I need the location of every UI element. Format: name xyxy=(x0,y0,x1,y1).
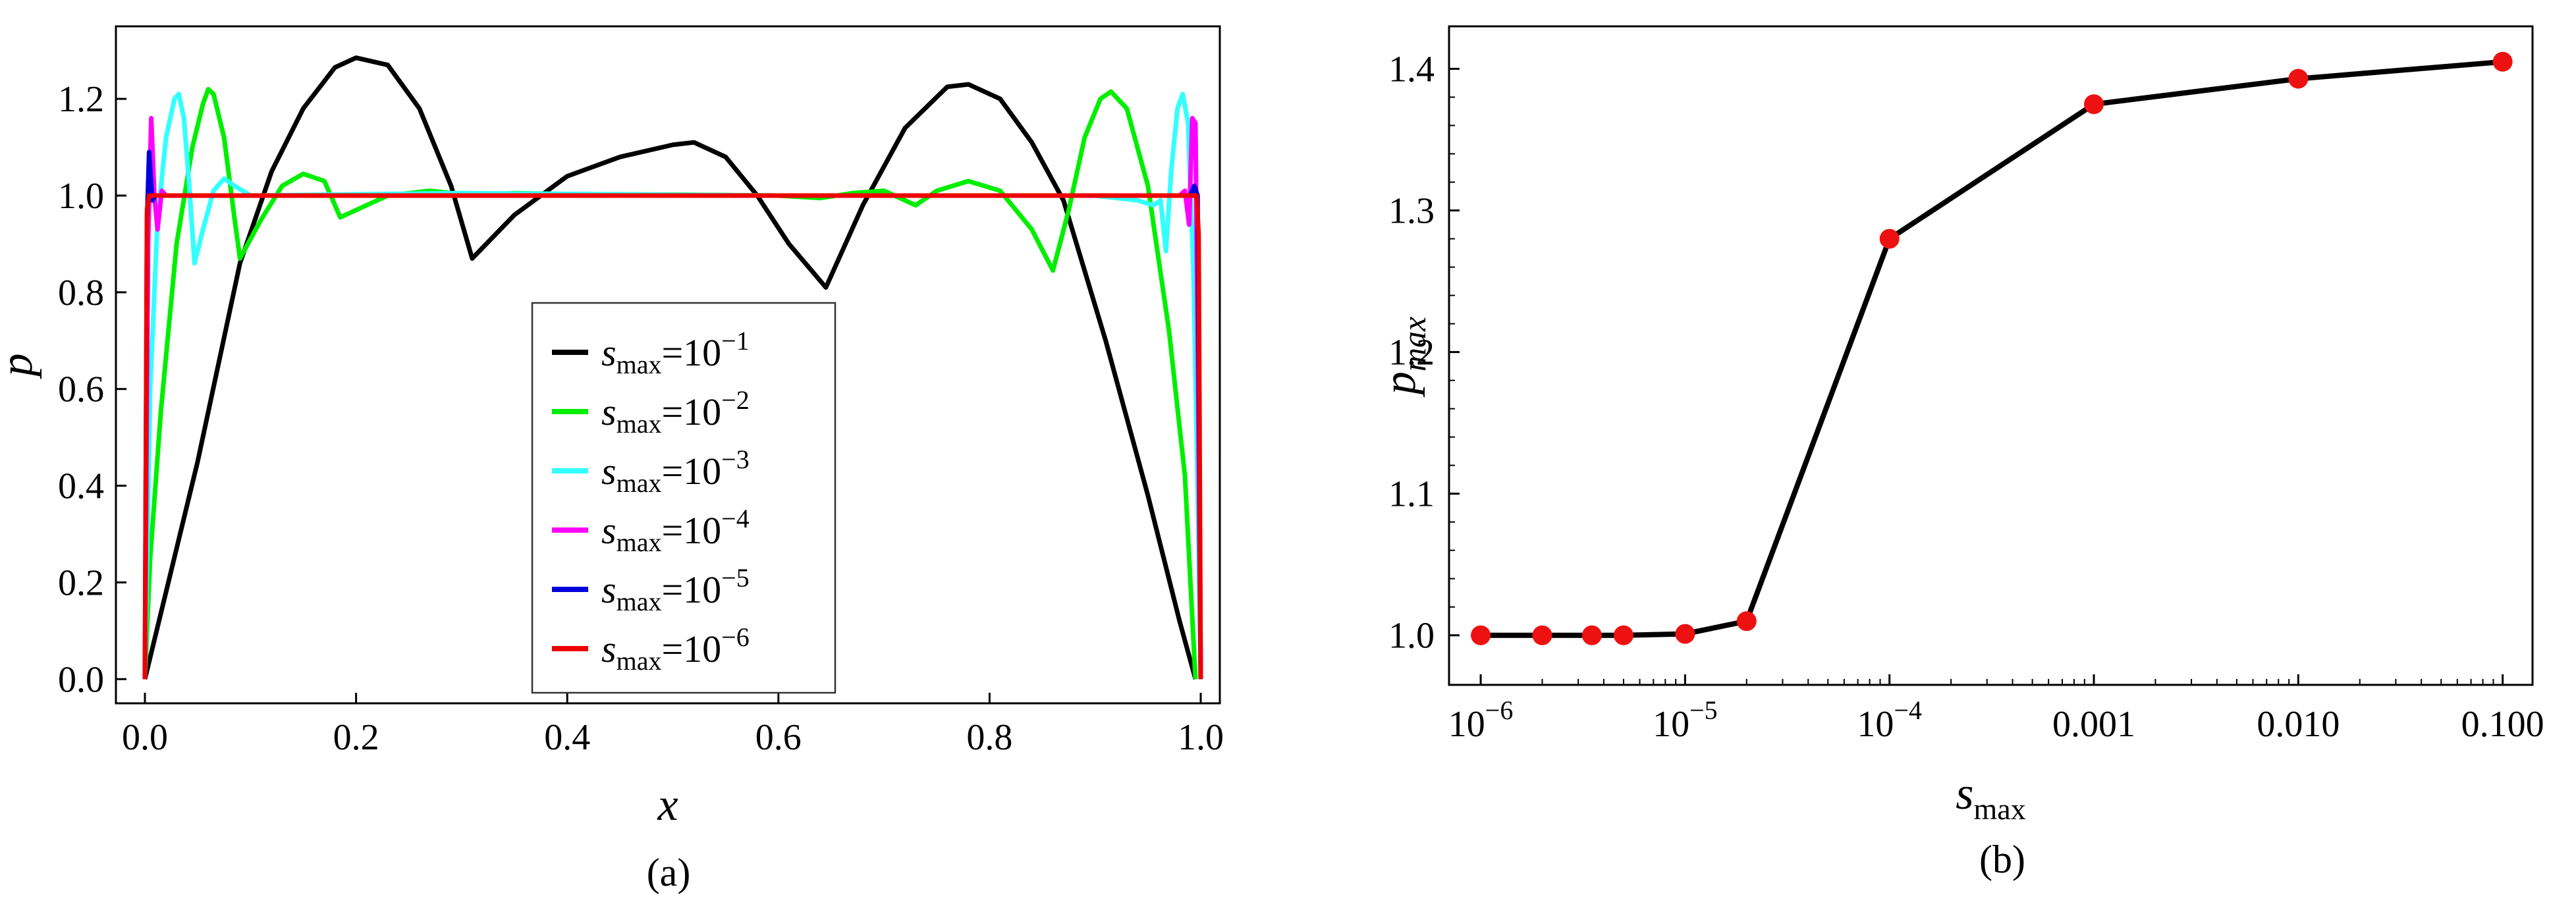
panel-a-legend-label-base-5: s xyxy=(601,568,617,611)
panel-a-legend-label-4: smax=10−4 xyxy=(601,504,750,557)
panel-a-plot-frame xyxy=(115,25,1221,705)
panel-b-x-tick-label-5: 0.100 xyxy=(2461,704,2544,745)
panel-b-data-point-8 xyxy=(2084,94,2104,115)
panel-b-data-point-6 xyxy=(1736,611,1757,632)
panel-a-y-tick-label-4: 0.8 xyxy=(58,273,104,313)
panel-a-x-tick-label-0: 0.0 xyxy=(122,717,168,758)
panel-a-x-tick-label-3: 0.6 xyxy=(755,717,802,758)
panel-b-data-point-7 xyxy=(1879,229,1900,249)
panel-a-legend-label-mid-4: =10 xyxy=(661,509,721,552)
panel-b-data-point-5 xyxy=(1675,624,1695,644)
panel-a-x-tick-label-2: 0.4 xyxy=(544,717,590,758)
panel-b-data-point-9 xyxy=(2288,68,2309,89)
panel-a-legend-label-mid-1: =10 xyxy=(661,331,721,374)
panel-a-legend-label-base-6: s xyxy=(601,628,617,670)
panel-b-plot-frame xyxy=(1448,25,2534,686)
panel-a-legend-label-5: smax=10−5 xyxy=(601,563,750,616)
panel-a-legend-label-sub-5: max xyxy=(617,587,662,616)
panel-a-x-tick-label-4: 0.8 xyxy=(966,717,1012,758)
panel-b-axis-ticks: 10−6 10−5 10−4 0.001 0.010 0.100 1.0 1.1 1.2 1.3 1… xyxy=(1388,49,2544,745)
panel-b-caption: (b) xyxy=(1979,838,2025,881)
panel-a-y-tick-label-1: 0.2 xyxy=(58,562,104,603)
panel-a-legend-label-2: smax=10−2 xyxy=(601,385,750,439)
panel-b-y-axis-label-base: p xyxy=(1375,371,1425,398)
panel-a-legend-label-sub-6: max xyxy=(617,646,662,676)
panel-a-legend-label-mid-2: =10 xyxy=(661,391,721,433)
panel-b-x-tick-label-4: 0.010 xyxy=(2257,704,2340,745)
panel-a-series-line-6 xyxy=(142,193,1203,680)
panel-a-legend-box xyxy=(531,302,836,694)
panel-a-series-line-1 xyxy=(142,55,1198,680)
panel-a-legend: smax=10−1smax=10−2smax=10−3smax=10−4smax… xyxy=(531,302,836,694)
panel-a-legend-label-exp-4: −4 xyxy=(721,504,750,533)
panel-a-x-axis-label: x xyxy=(657,780,678,830)
panel-a-legend-label-exp-5: −5 xyxy=(721,563,750,593)
panel-b-y-tick-label-0: 1.0 xyxy=(1388,616,1435,657)
panel-a-legend-label-3: smax=10−3 xyxy=(601,445,750,498)
panel-b-x-axis-label: smax xyxy=(1956,768,2025,826)
panel-a-legend-label-1: smax=10−1 xyxy=(601,326,750,379)
panel-b-y-tick-label-3: 1.3 xyxy=(1388,191,1435,232)
panel-b-x-axis-label-base: s xyxy=(1956,768,1973,819)
panel-a-y-tick-label-6: 1.2 xyxy=(58,79,104,120)
panel-b-y-tick-label-2: 1.2 xyxy=(1388,333,1435,373)
panel-a-y-tick-label-3: 0.6 xyxy=(58,369,104,410)
panel-b-x-tick-label-1: 10−5 xyxy=(1653,695,1718,745)
panel-a-legend-label-exp-1: −1 xyxy=(721,326,750,356)
panel-a-legend-label-sub-1: max xyxy=(617,350,662,379)
panel-b-y-axis-label: pmax xyxy=(1375,317,1433,398)
panel-a-legend-label-sub-3: max xyxy=(617,468,662,498)
panel-a-legend-label-base-3: s xyxy=(601,450,617,493)
panel-a-axis-ticks: 0.0 0.2 0.4 0.6 0.8 1.0 0.0 0.2 0.4 0.6 0.8 1.0 1.2 xyxy=(58,79,1224,758)
panel-a-legend-label-mid-5: =10 xyxy=(661,568,721,611)
panel-a-legend-label-sub-2: max xyxy=(617,409,662,439)
panel-b-x-tick-label-2: 10−4 xyxy=(1857,695,1922,745)
panel-a-y-axis-label: p xyxy=(0,354,42,380)
panel-b-y-tick-label-4: 1.4 xyxy=(1388,49,1435,90)
panel-b-y-tick-label-1: 1.1 xyxy=(1388,474,1435,515)
panel-b-data-point-3 xyxy=(1581,625,1602,645)
panel-a-legend-label-exp-3: −3 xyxy=(721,445,750,474)
panel-b-markers xyxy=(1471,51,2513,645)
panel-a-y-tick-label-0: 0.0 xyxy=(58,659,104,700)
panel-a-x-tick-label-5: 1.0 xyxy=(1178,717,1224,758)
panel-b-series-line xyxy=(1481,59,2504,638)
panel-b-chart: 10−6 10−5 10−4 0.001 0.010 0.100 1.0 1.1 1.2 1.3 1… xyxy=(1375,25,2544,881)
panel-b-data-point-4 xyxy=(1613,625,1633,645)
panel-a-legend-label-base-1: s xyxy=(601,331,617,374)
panel-a-legend-label-base-2: s xyxy=(601,391,617,433)
panel-a-chart: 0.0 0.2 0.4 0.6 0.8 1.00.00.20.40.60.81.01.2 … xyxy=(0,25,1224,894)
panel-a-legend-label-exp-6: −6 xyxy=(721,622,750,652)
panel-b-x-tick-label-3: 0.001 xyxy=(2052,704,2135,745)
panel-a-caption: (a) xyxy=(647,851,691,894)
panel-a-legend-label-mid-6: =10 xyxy=(661,628,721,670)
panel-a-legend-label-sub-4: max xyxy=(617,527,662,557)
panel-a-legend-label-mid-3: =10 xyxy=(661,450,721,493)
panel-a-y-tick-label-5: 1.0 xyxy=(58,176,104,217)
panel-a-y-tick-label-2: 0.4 xyxy=(58,466,104,507)
panel-a-legend-label-6: smax=10−6 xyxy=(601,622,750,676)
panel-b-data-point-1 xyxy=(1471,625,1491,645)
panel-a-x-tick-label-1: 0.2 xyxy=(333,717,379,758)
panel-b-data-point-2 xyxy=(1532,625,1552,645)
panel-a-series-lines xyxy=(142,55,1203,680)
panel-b-x-axis-label-sub: max xyxy=(1974,792,2026,826)
panel-b-x-tick-label-0: 10−6 xyxy=(1448,695,1514,745)
panel-b-y-axis-label-sub: max xyxy=(1396,317,1433,371)
panel-b-data-point-10 xyxy=(2492,51,2513,72)
panel-a-legend-label-base-4: s xyxy=(601,509,617,552)
panel-a-legend-label-exp-2: −2 xyxy=(721,385,750,415)
